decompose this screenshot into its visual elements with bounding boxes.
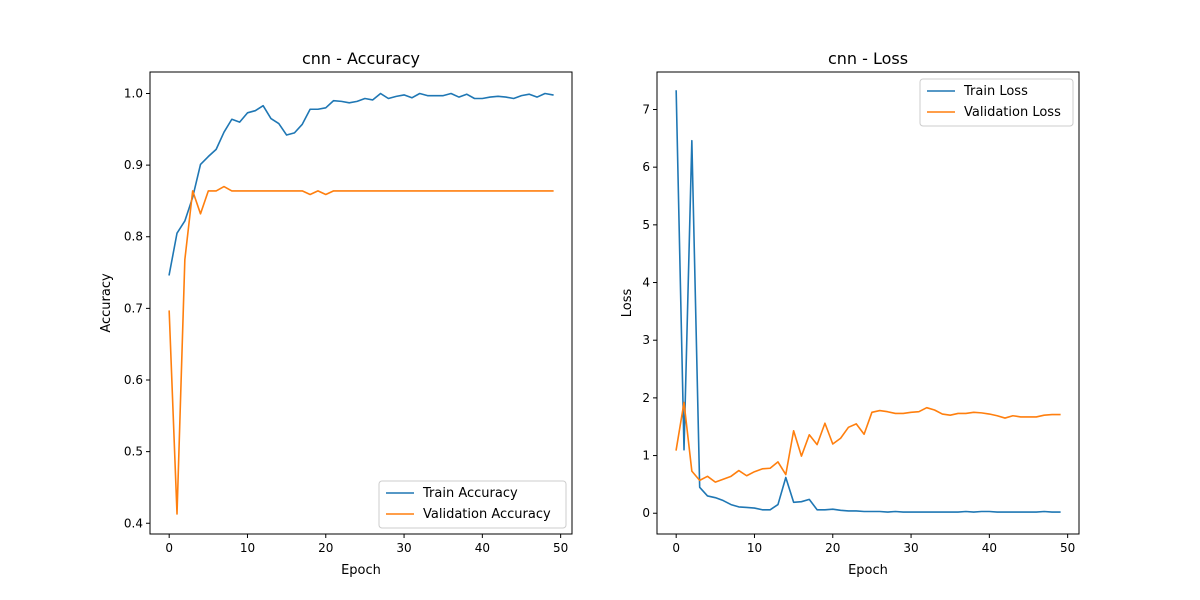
loss-y-tick-label: 0 [642, 506, 650, 520]
accuracy-y-tick-label: 0.6 [124, 373, 143, 387]
accuracy-chart-title: cnn - Accuracy [302, 49, 420, 68]
loss-y-tick-label: 1 [642, 449, 650, 463]
accuracy-series [168, 92, 554, 515]
loss-legend-label-validation: Validation Loss [964, 105, 1061, 120]
loss-y-tick-label: 7 [642, 102, 650, 116]
accuracy-x-tick-label: 20 [318, 541, 333, 555]
accuracy-legend-label-validation: Validation Accuracy [423, 507, 551, 522]
loss-y-tick-label: 5 [642, 218, 650, 232]
accuracy-y-tick-label: 0.7 [124, 301, 143, 315]
accuracy-y-tick-label: 0.4 [124, 516, 143, 530]
accuracy-legend-label-train: Train Accuracy [422, 486, 518, 501]
loss-x-tick-label: 20 [825, 541, 840, 555]
loss-x-axis-label: Epoch [848, 563, 888, 578]
loss-plot-frame [656, 71, 1080, 535]
loss-x-tick-label: 0 [672, 541, 680, 555]
loss-validation-line [675, 401, 1061, 483]
accuracy-legend-box [378, 480, 567, 529]
accuracy-y-tick-label: 1.0 [124, 86, 143, 100]
loss-chart-title: cnn - Loss [828, 49, 908, 68]
loss-series [675, 90, 1061, 513]
loss-y-tick-label: 2 [642, 391, 650, 405]
loss-y-tick-label: 3 [642, 333, 650, 347]
accuracy-validation-line [168, 185, 554, 515]
loss-legend-box [919, 78, 1074, 127]
accuracy-train-line [168, 92, 554, 276]
accuracy-y-axis-label: Accuracy [99, 273, 114, 333]
loss-train-line [675, 90, 1061, 513]
loss-x-tick-label: 10 [747, 541, 762, 555]
accuracy-y-tick-label: 0.5 [124, 445, 143, 459]
loss-ticks: 0 10 20 30 40 50 0 1 2 3 4 5 6 7 [642, 102, 1075, 555]
accuracy-x-tick-label: 30 [396, 541, 411, 555]
loss-legend: Train Loss Validation Loss [919, 78, 1074, 127]
accuracy-y-tick-label: 0.8 [124, 230, 143, 244]
accuracy-x-tick-label: 10 [240, 541, 255, 555]
accuracy-x-tick-label: 40 [475, 541, 490, 555]
accuracy-x-tick-label: 0 [165, 541, 173, 555]
loss-chart: cnn - Loss Epoch Loss 0 10 20 30 40 50 0 1 2 3 4 5 6… [620, 49, 1080, 578]
accuracy-legend: Train Accuracy Validation Accuracy [378, 480, 567, 529]
loss-x-tick-label: 30 [903, 541, 918, 555]
accuracy-plot-frame [149, 71, 573, 535]
accuracy-chart: cnn - Accuracy Epoch Accuracy 0 10 20 30 40 5… [99, 49, 573, 578]
accuracy-x-tick-label: 50 [553, 541, 568, 555]
loss-y-tick-label: 6 [642, 160, 650, 174]
loss-y-axis-label: Loss [620, 289, 635, 318]
accuracy-x-axis-label: Epoch [341, 563, 381, 578]
loss-legend-label-train: Train Loss [963, 84, 1028, 99]
accuracy-ticks: 0 10 20 30 40 50 0.4 0.5 0.6 0.7 0.8 0.9 1.0 [124, 86, 568, 555]
accuracy-y-tick-label: 0.9 [124, 158, 143, 172]
loss-y-tick-label: 4 [642, 276, 650, 290]
loss-x-tick-label: 50 [1060, 541, 1075, 555]
loss-x-tick-label: 40 [982, 541, 997, 555]
